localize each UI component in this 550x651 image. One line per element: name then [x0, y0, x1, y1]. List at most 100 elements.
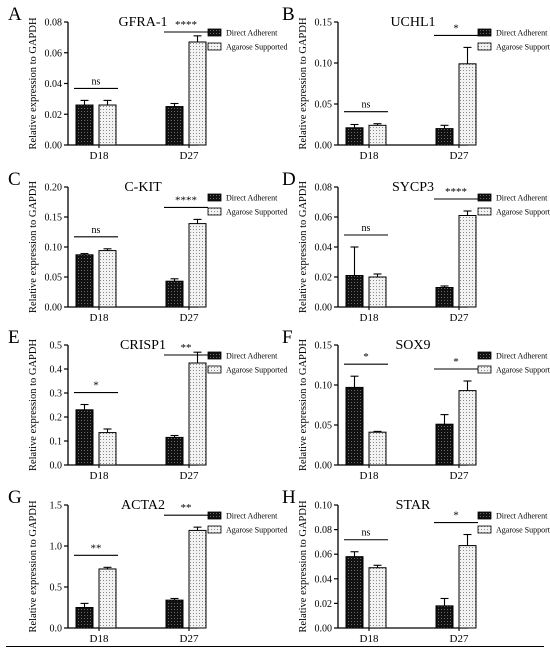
y-tick-label: 0.15 — [315, 18, 333, 29]
y-tick-label: 0.06 — [45, 48, 63, 59]
bar-agarose-supported-d18 — [368, 431, 387, 466]
significance-label: ** — [181, 342, 192, 354]
x-tick-label: D27 — [180, 470, 199, 482]
bar-agarose-supported-d27 — [458, 390, 477, 466]
x-tick-label: D27 — [180, 312, 199, 324]
legend-swatch-direct — [477, 193, 492, 202]
bar-agarose-supported-d27 — [188, 41, 207, 146]
panel-label: C — [8, 169, 21, 190]
y-tick-label: 0.08 — [45, 18, 63, 29]
significance-label: * — [453, 356, 459, 368]
panel-g: G ACTA2 Relative expression to GAPDH 0.0 0.5… — [8, 487, 288, 645]
y-axis-label: Relative expression to GAPDH — [298, 181, 309, 314]
panel-d: D SYCP3 Relative expression to GAPDH 0.00 0.… — [282, 169, 550, 324]
significance-label: **** — [175, 194, 197, 206]
y-tick-label: 0.4 — [50, 365, 63, 376]
bar-agarose-supported-d27 — [188, 362, 207, 466]
bar-direct-adherent-d18 — [75, 104, 94, 146]
panel-label: E — [8, 327, 20, 348]
y-tick-label: 0.15 — [315, 341, 333, 352]
bar-direct-adherent-d27 — [435, 287, 454, 308]
significance-label: **** — [175, 19, 197, 31]
panel-b: B UCHL1 Relative expression to GAPDH 0.00 0.… — [282, 4, 550, 162]
bar-agarose-supported-d18 — [98, 432, 117, 466]
bar-agarose-supported-d27 — [188, 223, 207, 308]
y-axis-label: Relative expression to GAPDH — [28, 339, 39, 472]
legend-label-direct: Direct Adherent — [496, 29, 548, 38]
significance-label: * — [93, 380, 99, 392]
y-tick-label: 0.08 — [315, 525, 333, 536]
chart-title: SYCP3 — [392, 180, 434, 195]
y-tick-label: 0.10 — [45, 243, 63, 254]
bar-agarose-supported-d27 — [458, 215, 477, 308]
bar-direct-adherent-d27 — [435, 423, 454, 466]
y-tick-label: 0.1 — [50, 437, 63, 448]
y-axis-label: Relative expression to GAPDH — [298, 339, 309, 472]
significance-label: ns — [362, 223, 371, 234]
legend-swatch-agarose — [207, 42, 222, 51]
y-tick-label: 0.15 — [45, 213, 63, 224]
legend-label-direct: Direct Adherent — [226, 29, 278, 38]
chart-title: SOX9 — [395, 338, 430, 353]
legend-swatch-agarose — [477, 525, 492, 534]
legend-label-direct: Direct Adherent — [226, 512, 278, 521]
panel-label: D — [282, 169, 296, 190]
bar-agarose-supported-d27 — [188, 529, 207, 629]
bar-agarose-supported-d27 — [458, 545, 477, 629]
legend-label-direct: Direct Adherent — [496, 194, 548, 203]
panel-label: F — [282, 327, 293, 348]
y-tick-label: 0.3 — [50, 389, 63, 400]
x-tick-label: D18 — [360, 150, 379, 162]
y-tick-label: 0.00 — [315, 461, 333, 472]
y-tick-label: 0.10 — [315, 59, 333, 70]
y-tick-label: 0.02 — [315, 273, 333, 284]
y-axis-label: Relative expression to GAPDH — [28, 181, 39, 314]
bar-direct-adherent-d27 — [165, 436, 184, 466]
legend-swatch-direct — [477, 351, 492, 360]
y-tick-label: 0.02 — [315, 599, 333, 610]
legend-swatch-agarose — [207, 525, 222, 534]
bar-direct-adherent-d27 — [165, 280, 184, 308]
y-tick-label: 0.0 — [50, 461, 63, 472]
bar-direct-adherent-d27 — [165, 599, 184, 629]
x-tick-label: D18 — [360, 312, 379, 324]
significance-label: ** — [181, 502, 192, 514]
bar-direct-adherent-d18 — [345, 556, 364, 629]
x-tick-label: D18 — [360, 470, 379, 482]
y-axis-label: Relative expression to GAPDH — [298, 500, 309, 633]
x-tick-label: D27 — [450, 312, 469, 324]
legend-label-agarose: Agarose Supported — [226, 208, 288, 217]
bar-direct-adherent-d27 — [435, 605, 454, 629]
legend-label-agarose: Agarose Supported — [496, 43, 550, 52]
y-tick-label: 0.02 — [45, 110, 63, 121]
bar-agarose-supported-d18 — [368, 567, 387, 629]
bar-agarose-supported-d18 — [98, 104, 117, 146]
bar-direct-adherent-d18 — [75, 254, 94, 308]
y-tick-label: 0.2 — [50, 413, 63, 424]
chart-title: GFRA-1 — [118, 15, 167, 30]
panel-f: F SOX9 Relative expression to GAPDH 0.00 0.0… — [282, 327, 550, 482]
y-tick-label: 0.0 — [50, 624, 63, 635]
x-tick-label: D18 — [90, 633, 109, 645]
y-tick-label: 0.04 — [45, 79, 63, 90]
y-tick-label: 0.5 — [50, 341, 63, 352]
bottom-rule — [6, 646, 544, 647]
y-tick-label: 1.0 — [50, 542, 63, 553]
y-tick-label: 0.10 — [315, 501, 333, 512]
bar-direct-adherent-d27 — [165, 106, 184, 146]
y-tick-label: 0.05 — [315, 100, 333, 111]
y-tick-label: 0.08 — [315, 183, 333, 194]
bar-agarose-supported-d18 — [98, 568, 117, 629]
significance-label: * — [453, 510, 459, 522]
bar-direct-adherent-d18 — [345, 127, 364, 146]
legend-label-direct: Direct Adherent — [226, 352, 278, 361]
x-tick-label: D27 — [450, 150, 469, 162]
bar-direct-adherent-d27 — [435, 128, 454, 146]
x-tick-label: D18 — [360, 633, 379, 645]
y-axis-label: Relative expression to GAPDH — [28, 17, 39, 150]
y-tick-label: 1.5 — [50, 501, 63, 512]
legend-swatch-direct — [207, 351, 222, 360]
x-tick-label: D27 — [180, 150, 199, 162]
y-tick-label: 0.05 — [315, 421, 333, 432]
y-tick-label: 0.06 — [315, 213, 333, 224]
